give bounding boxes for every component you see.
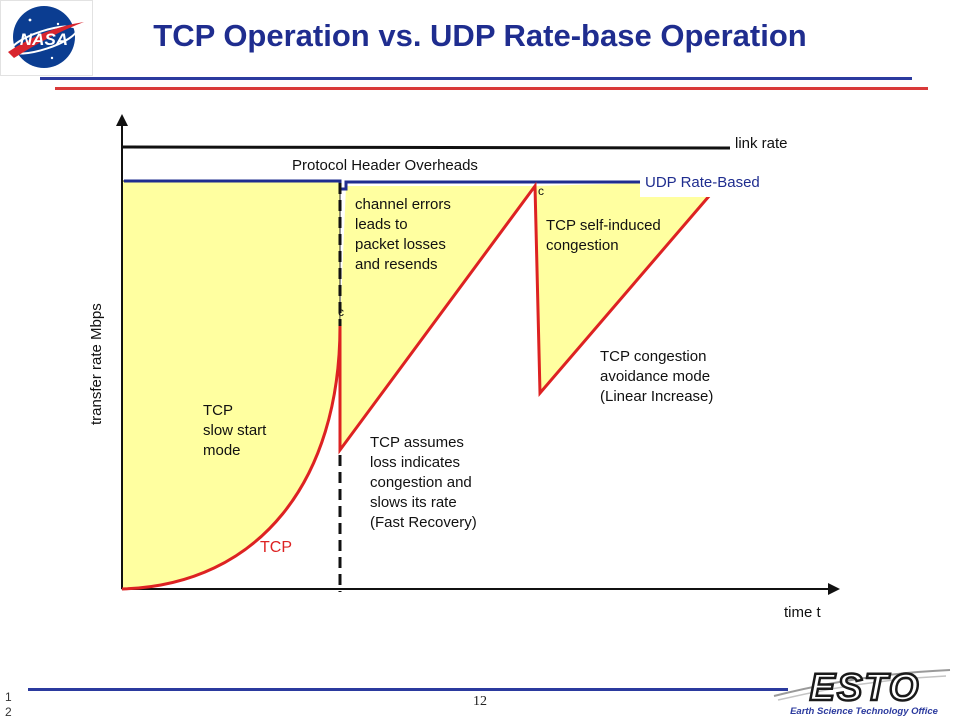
marker-c2: c — [538, 184, 544, 198]
tcp-rate-curve — [121, 180, 724, 591]
y-axis-arrow — [116, 114, 128, 126]
channel-errors-note: channel errors leads to packet losses an… — [355, 196, 451, 273]
slow-start-note: TCP slow start mode — [203, 402, 267, 459]
x-axis-arrow — [828, 583, 840, 595]
slide-number: 1 2 — [5, 690, 12, 719]
link-rate-line — [121, 145, 731, 150]
page-number: 12 — [473, 694, 487, 709]
fast-recovery-note: TCP assumes loss indicates congestion an… — [370, 434, 477, 531]
title-rule-blue — [40, 77, 912, 80]
congestion-avoidance-note: TCP congestion avoidance mode (Linear In… — [600, 348, 714, 405]
udp-label-box — [640, 171, 790, 197]
slow-start-region — [121, 180, 341, 590]
footer-rule — [28, 688, 788, 691]
udp-rate-line — [124, 179, 640, 191]
esto-wordmark: ESTO — [810, 667, 921, 709]
tcp-label: TCP — [260, 539, 292, 556]
nasa-logo: NASA — [0, 0, 93, 76]
x-axis-label: time t — [784, 604, 822, 621]
header-overheads-label: Protocol Header Overheads — [292, 157, 478, 174]
y-axis-label: transfer rate Mbps — [88, 303, 105, 425]
link-rate-label: link rate — [735, 135, 788, 152]
esto-logo: ESTO Earth Science Technology Office — [773, 666, 951, 717]
self-induced-note: TCP self-induced congestion — [546, 217, 661, 254]
udp-rate-label: UDP Rate-Based — [645, 174, 760, 191]
esto-tagline: Earth Science Technology Office — [790, 706, 939, 717]
slide-title: TCP Operation vs. UDP Rate-base Operatio… — [153, 18, 807, 53]
nasa-wordmark: NASA — [20, 30, 68, 49]
title-rule-red — [55, 87, 928, 90]
marker-c1: c — [338, 305, 344, 319]
